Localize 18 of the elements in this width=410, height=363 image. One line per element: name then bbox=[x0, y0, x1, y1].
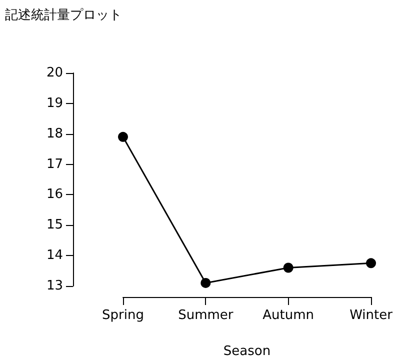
y-tick-label: 13 bbox=[46, 278, 63, 294]
y-tick-label: 16 bbox=[46, 187, 63, 202]
point bbox=[366, 258, 376, 268]
y-tick-label: 17 bbox=[46, 156, 63, 172]
y-tick-label: 20 bbox=[46, 66, 63, 80]
point bbox=[283, 262, 294, 273]
x-tick-label: Spring bbox=[102, 308, 144, 323]
y-tick-label: 14 bbox=[46, 248, 63, 264]
y-tick-label: 15 bbox=[46, 218, 63, 233]
point bbox=[118, 132, 128, 142]
y-tick-label: 19 bbox=[46, 96, 63, 111]
y-tick-label: 18 bbox=[46, 126, 63, 142]
x-tick-label: Autumn bbox=[262, 308, 314, 323]
chart-title: 記述統計量プロット bbox=[5, 8, 122, 23]
point bbox=[200, 278, 211, 288]
x-tick-label: Winter bbox=[350, 308, 394, 323]
x-axis-title: Season bbox=[223, 344, 271, 359]
x-tick-label: Summer bbox=[178, 308, 234, 323]
